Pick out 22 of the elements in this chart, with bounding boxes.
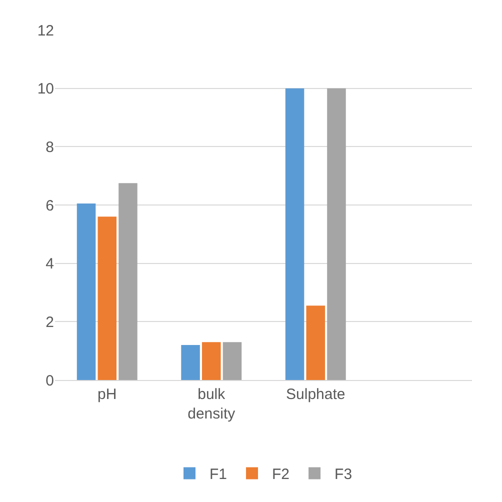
x-tick-label: Sulphate (286, 386, 346, 403)
legend-label: F2 (272, 466, 290, 484)
bar (285, 88, 304, 380)
bar (76, 204, 96, 380)
x-tick-label: pH (98, 386, 117, 403)
y-tick-label: 6 (46, 197, 54, 214)
y-tick-label: 4 (46, 256, 54, 273)
legend-label: F3 (334, 466, 352, 484)
y-tick-label: 10 (37, 80, 54, 98)
bar (181, 345, 200, 380)
y-tick-label: 8 (46, 138, 54, 156)
bar (327, 88, 346, 380)
legend-label: F1 (210, 466, 228, 484)
y-tick-label: 0 (46, 372, 54, 390)
bar (118, 183, 138, 380)
x-tick-label: bulk density (188, 386, 236, 422)
bar (202, 342, 221, 380)
bar (98, 216, 117, 380)
y-tick-label: 2 (46, 314, 54, 331)
bar (306, 306, 326, 380)
bar (222, 342, 242, 380)
y-tick-label: 12 (37, 22, 54, 40)
